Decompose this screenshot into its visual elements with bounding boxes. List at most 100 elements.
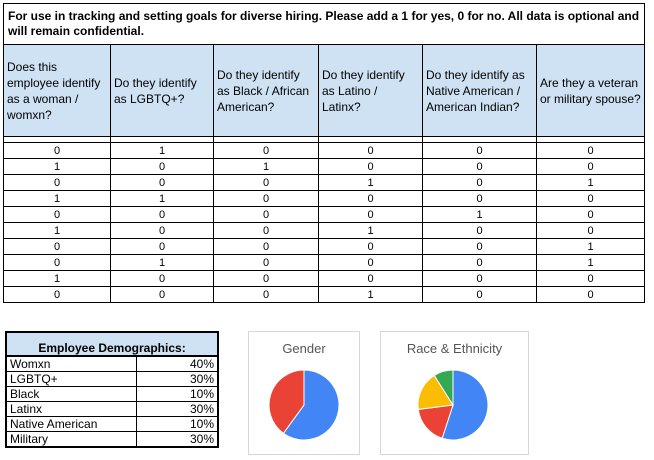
table-cell[interactable]: 0: [110, 270, 214, 287]
demographic-label[interactable]: Black: [5, 386, 137, 402]
table-cell[interactable]: 0: [213, 190, 319, 207]
table-cell[interactable]: 1: [318, 286, 423, 303]
table-cell[interactable]: 0: [3, 206, 111, 223]
table-cell[interactable]: 0: [422, 142, 537, 159]
demographic-label[interactable]: Military: [5, 431, 137, 448]
table-cell[interactable]: 0: [213, 206, 319, 223]
table-cell[interactable]: 0: [422, 286, 537, 303]
table-cell[interactable]: 0: [318, 206, 423, 223]
table-cell[interactable]: 0: [422, 190, 537, 207]
demographic-percent[interactable]: 40%: [135, 355, 219, 372]
table-cell[interactable]: 0: [422, 238, 537, 255]
demographic-label[interactable]: Native American: [5, 416, 137, 432]
gender-chart-title: Gender: [282, 341, 326, 356]
race-ethnicity-chart[interactable]: Race & Ethnicity: [380, 331, 529, 455]
table-cell[interactable]: 0: [3, 238, 111, 255]
demographics-row: Native American 10%: [5, 416, 219, 432]
demographic-percent[interactable]: 10%: [135, 386, 219, 402]
table-cell[interactable]: 0: [213, 238, 319, 255]
demographics-row: LGBTQ+ 30%: [5, 371, 219, 387]
header-black[interactable]: Do they identify as Black / African Amer…: [213, 44, 319, 137]
pie-slice[interactable]: [417, 374, 454, 410]
race-chart-title: Race & Ethnicity: [406, 341, 503, 356]
table-cell[interactable]: 0: [110, 222, 214, 239]
pie-slice[interactable]: [268, 369, 305, 435]
table-cell[interactable]: 1: [535, 238, 646, 255]
table-cell[interactable]: 0: [318, 254, 423, 271]
race-ethnicity-pie: [417, 369, 489, 441]
table-cell[interactable]: 1: [535, 254, 646, 271]
table-cell[interactable]: 0: [422, 254, 537, 271]
header-lgbtq[interactable]: Do they identify as LGBTQ+?: [110, 44, 214, 137]
table-cell[interactable]: 0: [422, 174, 537, 191]
demographic-percent[interactable]: 30%: [135, 401, 219, 417]
table-cell[interactable]: 0: [422, 158, 537, 175]
table-cell[interactable]: 0: [213, 222, 319, 239]
table-cell[interactable]: 0: [318, 238, 423, 255]
table-cell[interactable]: 1: [110, 142, 214, 159]
demographic-label[interactable]: Latinx: [5, 401, 137, 417]
demographics-table: Employee Demographics: Womxn 40% LGBTQ+ 30%…: [5, 331, 219, 448]
table-cell[interactable]: 0: [213, 270, 319, 287]
demographics-row: Latinx 30%: [5, 401, 219, 417]
table-cell[interactable]: 0: [422, 270, 537, 287]
table-cell[interactable]: 0: [110, 174, 214, 191]
table-cell[interactable]: 1: [318, 222, 423, 239]
table-cell[interactable]: 1: [422, 206, 537, 223]
table-cell[interactable]: 0: [213, 174, 319, 191]
table-cell[interactable]: 0: [422, 222, 537, 239]
demographic-percent[interactable]: 30%: [135, 371, 219, 387]
table-cell[interactable]: 1: [535, 174, 646, 191]
table-cell[interactable]: 0: [3, 174, 111, 191]
demographic-label[interactable]: LGBTQ+: [5, 371, 137, 387]
table-cell[interactable]: 0: [110, 238, 214, 255]
table-cell[interactable]: 0: [318, 270, 423, 287]
demographic-percent[interactable]: 10%: [135, 416, 219, 432]
table-cell[interactable]: 0: [213, 142, 319, 159]
table-cell[interactable]: 1: [110, 254, 214, 271]
table-cell[interactable]: 1: [3, 222, 111, 239]
table-cell[interactable]: 0: [3, 254, 111, 271]
header-latinx[interactable]: Do they identify as Latino / Latinx?: [318, 44, 423, 137]
table-cell[interactable]: 0: [110, 158, 214, 175]
pie-slice[interactable]: [282, 369, 340, 441]
header-native-american[interactable]: Do they identify as Native American / Am…: [422, 44, 537, 137]
demographics-row: Womxn 40%: [5, 355, 219, 372]
table-cell[interactable]: 0: [535, 142, 646, 159]
header-woman[interactable]: Does this employee identify as a woman /…: [3, 44, 111, 137]
table-cell[interactable]: 1: [318, 174, 423, 191]
table-cell[interactable]: 1: [110, 190, 214, 207]
demographic-percent[interactable]: 30%: [135, 431, 219, 448]
gender-chart[interactable]: Gender: [248, 331, 360, 455]
table-cell[interactable]: 0: [535, 158, 646, 175]
table-cell[interactable]: 0: [535, 222, 646, 239]
table-cell[interactable]: 0: [213, 286, 319, 303]
table-cell[interactable]: 1: [213, 158, 319, 175]
table-cell[interactable]: 0: [535, 286, 646, 303]
demographic-label[interactable]: Womxn: [5, 355, 137, 372]
pie-slice[interactable]: [433, 369, 454, 407]
header-veteran[interactable]: Are they a veteran or military spouse?: [535, 44, 646, 137]
table-cell[interactable]: 0: [535, 206, 646, 223]
table-cell[interactable]: 0: [318, 142, 423, 159]
table-cell[interactable]: 1: [3, 190, 111, 207]
table-cell[interactable]: 0: [318, 190, 423, 207]
table-cell[interactable]: 0: [535, 190, 646, 207]
pie-slice[interactable]: [441, 369, 489, 441]
table-cell[interactable]: 0: [110, 286, 214, 303]
table-cell[interactable]: 1: [3, 158, 111, 175]
table-cell[interactable]: 0: [3, 286, 111, 303]
demographics-title[interactable]: Employee Demographics:: [5, 331, 219, 357]
table-cell[interactable]: 0: [318, 158, 423, 175]
pie-slice[interactable]: [417, 404, 454, 439]
table-cell[interactable]: 0: [110, 206, 214, 223]
table-cell[interactable]: 1: [3, 270, 111, 287]
table-cell[interactable]: 0: [213, 254, 319, 271]
table-cell[interactable]: 0: [3, 142, 111, 159]
table-cell[interactable]: 0: [535, 270, 646, 287]
